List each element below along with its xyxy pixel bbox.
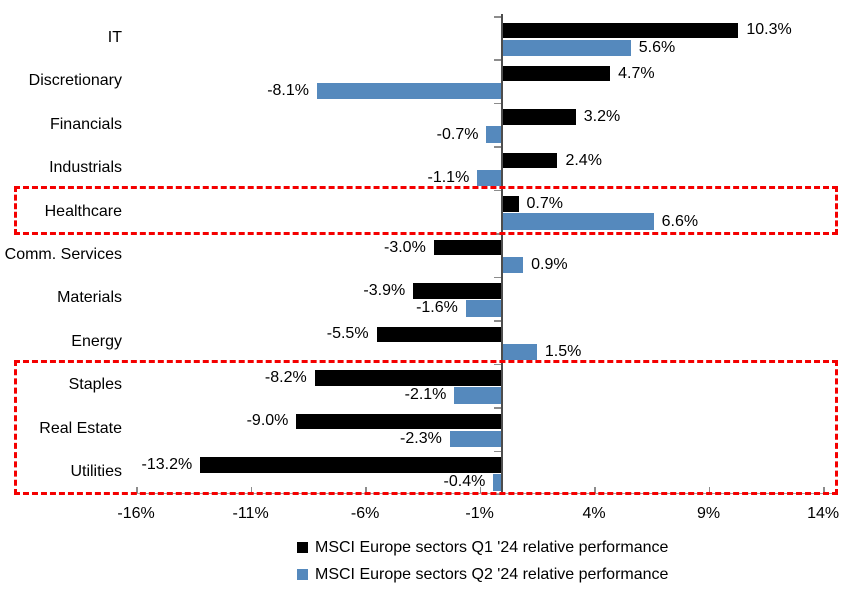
category-label: Financials: [49, 115, 122, 133]
highlight-box: [14, 360, 838, 496]
category-axis-tick: [494, 320, 501, 322]
bar-value-label: 4.7%: [618, 64, 655, 82]
x-axis-tick: [250, 486, 253, 493]
bar-value-label: -5.5%: [326, 325, 369, 343]
category-label: Staples: [68, 376, 122, 394]
category-label: Utilities: [70, 463, 122, 481]
bar-value-label: 5.6%: [638, 38, 676, 56]
bar-q1: [200, 457, 503, 473]
bar-q1: [502, 65, 611, 82]
bar-value-label: 0.9%: [531, 256, 568, 273]
bar-value-label: 0.7%: [526, 195, 563, 213]
value-axis-line: [501, 14, 503, 494]
bar-q2: [502, 39, 631, 56]
category-axis-tick: [494, 102, 501, 105]
bar-q2: [502, 343, 537, 361]
x-axis-tick-label: -16%: [117, 505, 155, 522]
bar-value-label: 1.5%: [544, 342, 582, 360]
category-axis-tick: [494, 16, 501, 18]
category-axis-tick: [494, 189, 501, 192]
x-axis-tick: [136, 486, 138, 493]
bar-q1: [502, 196, 519, 212]
category-label: Energy: [71, 332, 122, 350]
legend-label: MSCI Europe sectors Q2 '24 relative perf…: [315, 565, 669, 583]
bar-value-label: 3.2%: [583, 108, 621, 126]
bar-value-label: -3.0%: [384, 238, 426, 256]
x-axis-tick: [594, 486, 596, 493]
category-label: Industrials: [49, 159, 122, 177]
legend-swatch-icon: [297, 569, 308, 580]
bar-value-label: 2.4%: [565, 151, 602, 169]
bar-q1: [433, 239, 503, 256]
category-label: IT: [107, 28, 122, 46]
bar-value-label: 6.6%: [661, 212, 699, 230]
category-label: Materials: [57, 289, 122, 307]
bar-q1: [502, 22, 739, 38]
bar-q2: [486, 126, 503, 143]
category-axis-tick: [494, 59, 501, 61]
bar-q1: [413, 283, 503, 299]
x-axis-tick: [479, 486, 482, 493]
bar-q2: [477, 169, 503, 187]
bar-q1: [314, 370, 503, 386]
x-axis-tick-label: 4%: [582, 505, 606, 522]
bar-value-label: -9.0%: [246, 412, 289, 430]
x-axis-tick: [823, 486, 825, 493]
x-axis-tick-label: 9%: [697, 505, 721, 522]
bar-q2: [465, 300, 503, 317]
x-axis-tick: [708, 486, 711, 493]
bar-value-label: -13.2%: [141, 455, 193, 473]
legend-item: MSCI Europe sectors Q2 '24 relative perf…: [297, 561, 668, 588]
x-axis-tick-label: 14%: [807, 505, 840, 522]
bar-value-label: -3.9%: [363, 281, 406, 299]
bar-q1: [502, 152, 558, 169]
x-axis-tick-label: -6%: [350, 505, 380, 522]
bar-value-label: -8.2%: [264, 368, 307, 386]
bar-q2: [317, 82, 503, 100]
x-axis-tick-label: -1%: [465, 505, 494, 522]
chart-legend: MSCI Europe sectors Q1 '24 relative perf…: [297, 534, 668, 588]
bar-value-label: -0.7%: [436, 125, 479, 143]
category-axis-tick: [494, 363, 501, 366]
legend-swatch-icon: [297, 542, 308, 553]
category-label: Discretionary: [28, 72, 122, 90]
category-axis-tick: [494, 276, 501, 279]
bar-value-label: 10.3%: [746, 21, 792, 39]
x-axis-tick: [365, 486, 367, 493]
bar-q1: [296, 413, 503, 430]
category-axis-tick: [494, 407, 501, 409]
highlight-box: [14, 186, 838, 235]
bar-q2: [502, 213, 654, 230]
bar-value-label: -2.3%: [400, 429, 442, 447]
bar-q2: [454, 387, 503, 404]
bar-value-label: -1.6%: [416, 299, 458, 317]
x-axis-tick-label: -11%: [232, 505, 269, 522]
legend-label: MSCI Europe sectors Q1 '24 relative perf…: [315, 538, 669, 556]
bar-q1: [502, 109, 576, 125]
category-label: Comm. Services: [4, 245, 122, 263]
category-label: Real Estate: [39, 419, 122, 437]
bar-value-label: -0.4%: [443, 473, 486, 491]
bar-value-label: -1.1%: [427, 169, 470, 187]
bar-q2: [502, 256, 524, 274]
bar-q2: [449, 430, 503, 448]
bar-q1: [376, 326, 503, 343]
category-axis-tick: [494, 450, 501, 452]
bar-value-label: -2.1%: [404, 386, 447, 404]
bar-q2: [493, 474, 503, 491]
legend-item: MSCI Europe sectors Q1 '24 relative perf…: [297, 534, 668, 561]
category-axis-tick: [494, 146, 501, 148]
bar-value-label: -8.1%: [267, 82, 309, 100]
category-label: Healthcare: [44, 202, 122, 220]
